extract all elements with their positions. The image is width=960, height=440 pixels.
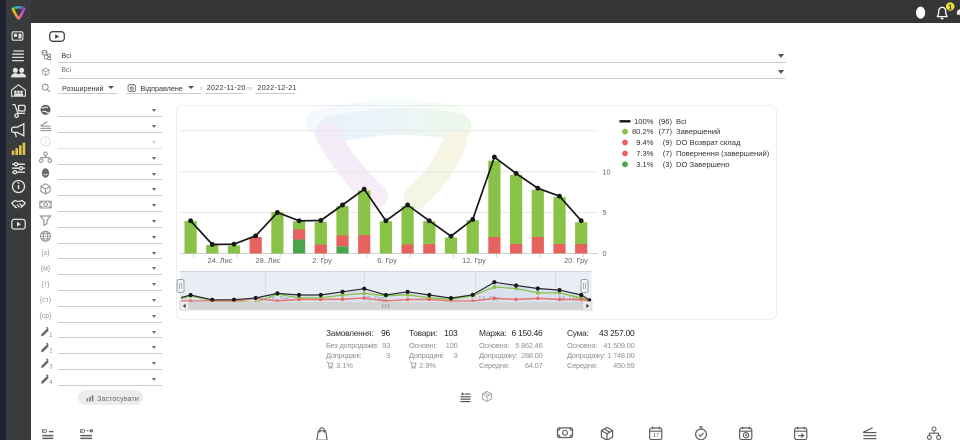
svg-text:{s}: {s} <box>41 250 50 257</box>
svg-text:28. Лис: 28. Лис <box>268 295 291 302</box>
svg-text:(3): (3) <box>663 160 673 169</box>
svg-text:3.1%: 3.1% <box>636 160 654 169</box>
svg-text:DO Завершено: DO Завершено <box>676 160 729 169</box>
svg-text:(77): (77) <box>658 127 672 136</box>
svg-text:7.3%: 7.3% <box>636 149 654 158</box>
svg-text:5: 5 <box>603 208 607 217</box>
svg-text:6. Гру: 6. Гру <box>377 256 397 265</box>
svg-text:2: 2 <box>49 348 53 355</box>
svg-text:10: 10 <box>603 167 611 176</box>
svg-text:{ср}: {ср} <box>39 313 52 320</box>
svg-text:0: 0 <box>603 249 607 258</box>
svg-text:Повернення (завершений): Повернення (завершений) <box>676 149 770 158</box>
svg-text:1: 1 <box>948 2 953 11</box>
svg-text:100%: 100% <box>634 117 654 126</box>
svg-text:(96): (96) <box>658 117 672 126</box>
svg-text:Завершений: Завершений <box>676 127 720 136</box>
svg-text:80.2%: 80.2% <box>632 127 654 136</box>
svg-text:?: ? <box>44 139 48 146</box>
svg-text:ID: ID <box>42 429 48 435</box>
svg-text:24. Лис: 24. Лис <box>207 256 232 265</box>
svg-text:DO Возврат склад: DO Возврат склад <box>676 138 741 147</box>
svg-text:3: 3 <box>49 363 53 370</box>
svg-text:17: 17 <box>653 433 659 439</box>
svg-text:1: 1 <box>49 332 53 339</box>
svg-text:(7): (7) <box>663 149 673 158</box>
svg-text:ID: ID <box>80 429 86 435</box>
svg-text:{ст}: {ст} <box>40 297 52 304</box>
svg-text:12. Гру: 12. Гру <box>462 256 486 265</box>
svg-text:Всі: Всі <box>676 117 687 126</box>
svg-text:{м}: {м} <box>41 266 51 273</box>
svg-text:(9): (9) <box>663 138 673 147</box>
svg-text:4: 4 <box>49 379 53 386</box>
svg-text:{т}: {т} <box>42 281 51 288</box>
svg-text:20. Гру: 20. Гру <box>564 256 588 265</box>
svg-text:2. Гру: 2. Гру <box>312 256 332 265</box>
svg-text:9.4%: 9.4% <box>636 138 654 147</box>
svg-text:28. Лис: 28. Лис <box>255 256 280 265</box>
